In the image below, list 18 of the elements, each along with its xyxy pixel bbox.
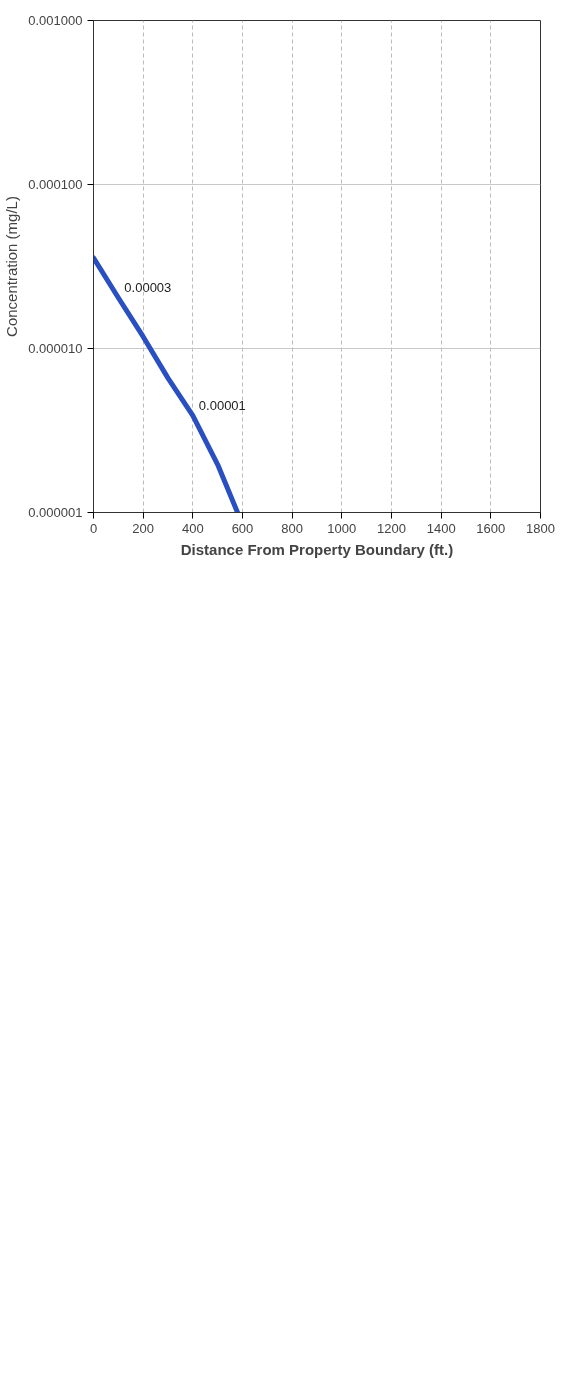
x-tick-label: 0 [89,520,98,536]
y-tick-label: 0.001000 [28,13,83,28]
x-tick-label: 1200 [377,520,406,536]
x-tick-label: 800 [281,520,304,536]
y-axis-title: Concentration (mg/L) [3,196,21,337]
x-tick-label: 1000 [327,520,357,536]
annotation: 0.00001 [198,397,246,413]
x-tick-label: 1600 [476,520,506,536]
y-tick-label: 0.000001 [28,505,83,520]
x-axis-title: Distance From Property Boundary (ft.) [180,540,454,558]
x-tick-label: 400 [181,520,204,536]
x-tick-label: 1400 [426,520,456,536]
x-tick-label: 600 [231,520,254,536]
x-tick-label: 1800 [526,520,555,536]
x-tick-label: 200 [132,520,155,536]
y-tick-label: 0.000010 [28,341,83,356]
y-tick-label: 0.000100 [28,177,83,192]
annotation: 0.00003 [124,279,172,295]
